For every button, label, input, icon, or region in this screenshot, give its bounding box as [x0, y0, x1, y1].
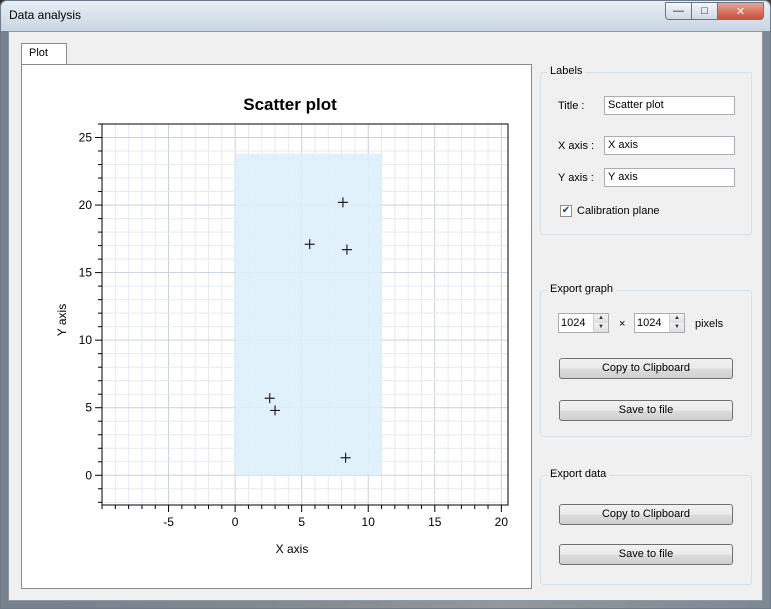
y-tick-label: 0 — [85, 468, 92, 482]
xaxis-input[interactable]: X axis — [604, 136, 735, 155]
maximize-button[interactable]: □ — [692, 2, 718, 20]
export-graph-title: Export graph — [547, 283, 616, 295]
data-point — [341, 244, 352, 255]
export-data-title: Export data — [547, 468, 610, 480]
plot-frame — [101, 123, 509, 506]
x-tick-label: 0 — [232, 515, 239, 529]
calibration-label: Calibration plane — [577, 205, 660, 217]
data-point — [264, 393, 275, 404]
chevron-up-icon[interactable]: ▲ — [670, 314, 684, 323]
pixels-label: pixels — [695, 318, 724, 330]
width-value: 1024 — [561, 317, 586, 329]
title-bar: Data analysis — □ ✕ — [1, 1, 770, 31]
yaxis-input[interactable]: Y axis — [604, 168, 735, 187]
close-icon: ✕ — [735, 5, 746, 18]
chevron-up-icon[interactable]: ▲ — [594, 314, 608, 323]
y-tick-label: 10 — [79, 333, 93, 347]
y-tick-label: 5 — [85, 401, 92, 415]
copy-data-button[interactable]: Copy to Clipboard — [559, 504, 733, 525]
title-label: Title : — [558, 100, 585, 112]
data-point — [337, 197, 348, 208]
title-input[interactable]: Scatter plot — [604, 96, 735, 115]
x-tick-label: 15 — [428, 515, 442, 529]
yaxis-label: Y axis : — [558, 172, 594, 184]
chart-title: Scatter plot — [243, 95, 337, 114]
copy-graph-button[interactable]: Copy to Clipboard — [559, 358, 733, 379]
height-value: 1024 — [637, 317, 662, 329]
x-tick-label: -5 — [163, 515, 174, 529]
maximize-icon: □ — [701, 5, 708, 17]
chevron-down-icon[interactable]: ▼ — [594, 323, 608, 332]
chevron-down-icon[interactable]: ▼ — [670, 323, 684, 332]
minimize-button[interactable]: — — [665, 2, 692, 20]
data-point — [270, 405, 281, 416]
tab-plot-label: Plot — [29, 47, 48, 59]
plot-panel: Scatter plot 0 5 10 15 20 25 -5 0 5 10 15 20 X axis… — [21, 64, 532, 589]
xaxis-label: X axis : — [558, 140, 595, 152]
calibration-plane — [235, 153, 382, 476]
y-axis-label: Y axis — [55, 304, 69, 336]
width-stepper[interactable]: 1024 ▲ ▼ — [558, 313, 609, 333]
y-tick-label: 15 — [79, 266, 93, 280]
height-stepper[interactable]: 1024 ▲ ▼ — [634, 313, 685, 333]
check-icon: ✔ — [561, 205, 571, 216]
save-graph-button[interactable]: Save to file — [559, 400, 733, 421]
y-tick-label: 20 — [79, 198, 93, 212]
data-point — [304, 239, 315, 250]
close-button[interactable]: ✕ — [718, 2, 764, 20]
labels-group-title: Labels — [547, 65, 586, 77]
export-graph-group: Export graph 1024 ▲ ▼ × 1024 ▲ ▼ pixels … — [540, 283, 752, 437]
save-data-button[interactable]: Save to file — [559, 544, 733, 565]
times-sign: × — [619, 318, 626, 330]
minimize-icon: — — [673, 5, 684, 17]
y-tick-label: 25 — [79, 131, 93, 145]
height-stepper-arrows: ▲ ▼ — [669, 314, 684, 332]
x-tick-label: 5 — [298, 515, 305, 529]
width-stepper-arrows: ▲ ▼ — [593, 314, 608, 332]
scatter-chart: Scatter plot 0 5 10 15 20 25 -5 0 5 10 15 20 X axis… — [55, 95, 509, 556]
export-data-group: Export data Copy to Clipboard Save to fi… — [540, 468, 752, 585]
caption-buttons: — □ ✕ — [665, 2, 764, 21]
x-tick-label: 20 — [495, 515, 509, 529]
labels-group: Labels Title : Scatter plot X axis : X a… — [540, 65, 752, 235]
tab-plot[interactable]: Plot — [21, 43, 67, 64]
x-tick-label: 10 — [362, 515, 376, 529]
window-title: Data analysis — [9, 8, 82, 22]
data-point — [340, 452, 351, 463]
client-area: Plot Scatter plot 0 5 10 15 20 25 -5 0 5 10 15 20 X… — [8, 31, 763, 601]
calibration-checkbox[interactable]: ✔ — [560, 205, 572, 217]
x-axis-label: X axis — [276, 542, 309, 556]
